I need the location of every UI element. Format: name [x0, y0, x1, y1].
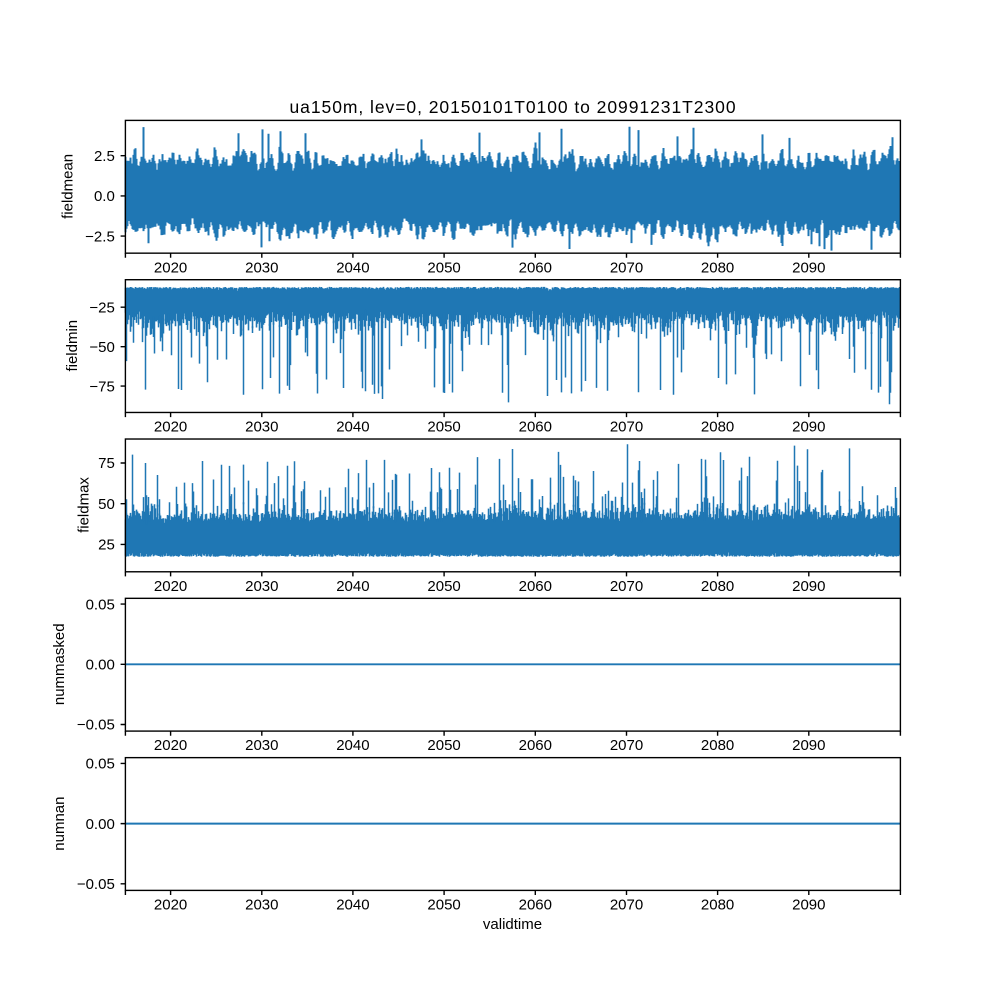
svg-text:2030: 2030: [245, 578, 278, 595]
svg-text:−0.05: −0.05: [77, 876, 115, 893]
svg-text:2020: 2020: [154, 259, 187, 276]
svg-text:−0.05: −0.05: [77, 717, 115, 734]
svg-text:2020: 2020: [154, 737, 187, 754]
svg-text:2090: 2090: [792, 419, 825, 436]
svg-text:2020: 2020: [154, 578, 187, 595]
svg-text:2060: 2060: [519, 259, 552, 276]
svg-text:2040: 2040: [336, 578, 369, 595]
svg-text:2030: 2030: [245, 259, 278, 276]
svg-text:2040: 2040: [336, 419, 369, 436]
svg-text:−25: −25: [89, 299, 114, 316]
svg-text:50: 50: [98, 496, 115, 513]
svg-text:2030: 2030: [245, 897, 278, 914]
svg-text:25: 25: [98, 537, 115, 554]
svg-text:2060: 2060: [519, 737, 552, 754]
svg-text:2030: 2030: [245, 419, 278, 436]
svg-text:2020: 2020: [154, 897, 187, 914]
svg-text:−2.5: −2.5: [85, 228, 115, 245]
svg-text:−75: −75: [89, 378, 114, 395]
svg-text:ua150m, lev=0, 20150101T0100 t: ua150m, lev=0, 20150101T0100 to 20991231…: [289, 97, 736, 117]
svg-text:numnan: numnan: [51, 797, 68, 851]
svg-text:nummasked: nummasked: [51, 623, 68, 705]
svg-text:2050: 2050: [427, 578, 460, 595]
svg-text:2080: 2080: [701, 737, 734, 754]
svg-text:2090: 2090: [792, 737, 825, 754]
svg-text:2070: 2070: [610, 897, 643, 914]
svg-text:validtime: validtime: [483, 916, 542, 933]
svg-text:2020: 2020: [154, 419, 187, 436]
svg-text:2080: 2080: [701, 897, 734, 914]
svg-text:75: 75: [98, 455, 115, 472]
svg-text:2.5: 2.5: [94, 148, 115, 165]
svg-text:fieldmax: fieldmax: [76, 477, 93, 533]
svg-text:2050: 2050: [427, 737, 460, 754]
svg-text:fieldmin: fieldmin: [64, 320, 81, 372]
svg-text:2080: 2080: [701, 578, 734, 595]
svg-text:2060: 2060: [519, 578, 552, 595]
svg-text:2050: 2050: [427, 259, 460, 276]
svg-text:2090: 2090: [792, 259, 825, 276]
svg-text:2070: 2070: [610, 259, 643, 276]
svg-text:2040: 2040: [336, 259, 369, 276]
svg-text:2030: 2030: [245, 737, 278, 754]
svg-text:2060: 2060: [519, 897, 552, 914]
svg-text:fieldmean: fieldmean: [59, 154, 76, 219]
svg-text:2070: 2070: [610, 419, 643, 436]
svg-text:2040: 2040: [336, 737, 369, 754]
svg-text:2060: 2060: [519, 419, 552, 436]
svg-text:2080: 2080: [701, 259, 734, 276]
svg-text:0.0: 0.0: [94, 188, 115, 205]
svg-text:2050: 2050: [427, 419, 460, 436]
svg-text:0.00: 0.00: [86, 816, 115, 833]
svg-text:2040: 2040: [336, 897, 369, 914]
svg-text:2050: 2050: [427, 897, 460, 914]
svg-text:2090: 2090: [792, 578, 825, 595]
svg-text:0.00: 0.00: [86, 657, 115, 674]
svg-text:−50: −50: [89, 339, 114, 356]
svg-text:2090: 2090: [792, 897, 825, 914]
svg-text:0.05: 0.05: [86, 756, 115, 773]
svg-text:2070: 2070: [610, 578, 643, 595]
svg-text:0.05: 0.05: [86, 596, 115, 613]
svg-text:2070: 2070: [610, 737, 643, 754]
svg-text:2080: 2080: [701, 419, 734, 436]
